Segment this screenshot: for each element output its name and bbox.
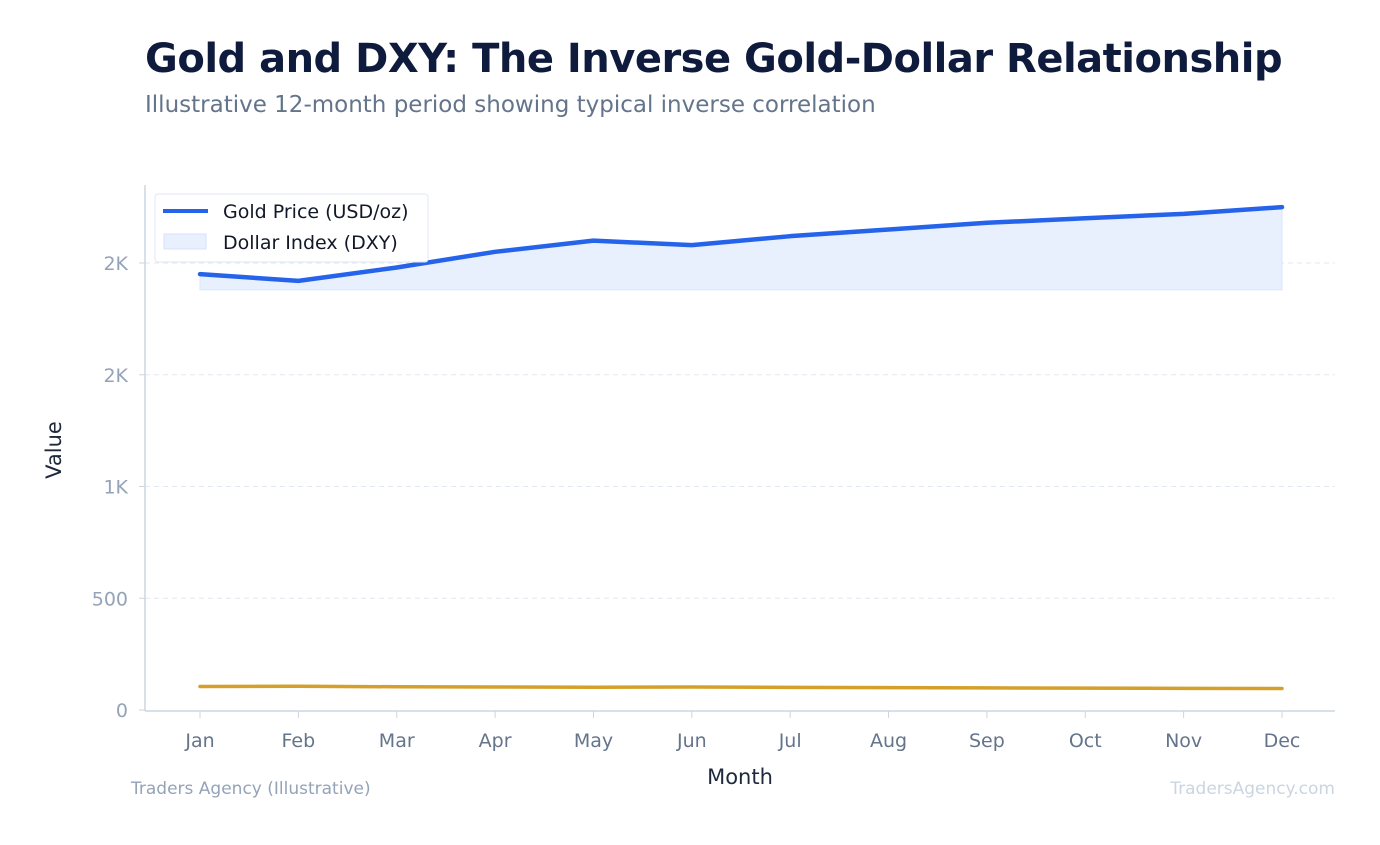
dxy-line bbox=[198, 684, 1284, 691]
x-tick-label: Mar bbox=[379, 730, 415, 752]
chart-title: Gold and DXY: The Inverse Gold-Dollar Re… bbox=[145, 36, 1283, 82]
y-axis-title: Value bbox=[42, 421, 66, 479]
legend-dxy-swatch bbox=[163, 233, 207, 250]
x-tick-label: Dec bbox=[1264, 730, 1301, 752]
x-tick-label: Apr bbox=[479, 730, 512, 752]
axes: 0 500 1K 2K 2K Jan Feb Mar Apr May Jun Jul Aug Sep Oct… bbox=[92, 185, 1335, 752]
x-tick-label: Aug bbox=[870, 730, 907, 752]
x-tick-label: Jul bbox=[778, 730, 802, 752]
x-tick-label: Sep bbox=[969, 730, 1005, 752]
y-tick-label: 1K bbox=[103, 477, 128, 499]
gold-price-line bbox=[197, 204, 1285, 284]
x-tick-label: May bbox=[574, 730, 613, 752]
source-note: Traders Agency (Illustrative) bbox=[131, 779, 371, 799]
x-axis-title: Month bbox=[707, 765, 773, 789]
legend-gold-label: Gold Price (USD/oz) bbox=[223, 201, 409, 223]
y-tick-label: 2K bbox=[103, 365, 128, 387]
y-tick-label: 2K bbox=[103, 253, 128, 275]
y-tick-label: 500 bbox=[92, 588, 128, 610]
series-lines bbox=[197, 204, 1285, 691]
x-tick-label: Nov bbox=[1165, 730, 1202, 752]
grid-lines bbox=[145, 262, 1335, 599]
legend: Gold Price (USD/oz) Dollar Index (DXY) bbox=[154, 193, 429, 263]
x-tick-label: Feb bbox=[282, 730, 316, 752]
chart-subtitle: Illustrative 12-month period showing typ… bbox=[145, 92, 876, 118]
y-tick-label: 0 bbox=[116, 700, 128, 722]
x-tick-label: Oct bbox=[1069, 730, 1102, 752]
x-tick-label: Jan bbox=[184, 730, 214, 752]
x-tick-label: Jun bbox=[676, 730, 707, 752]
site-link[interactable]: TradersAgency.com bbox=[1170, 779, 1335, 799]
legend-dxy-label: Dollar Index (DXY) bbox=[223, 232, 398, 254]
legend-box bbox=[154, 193, 429, 263]
